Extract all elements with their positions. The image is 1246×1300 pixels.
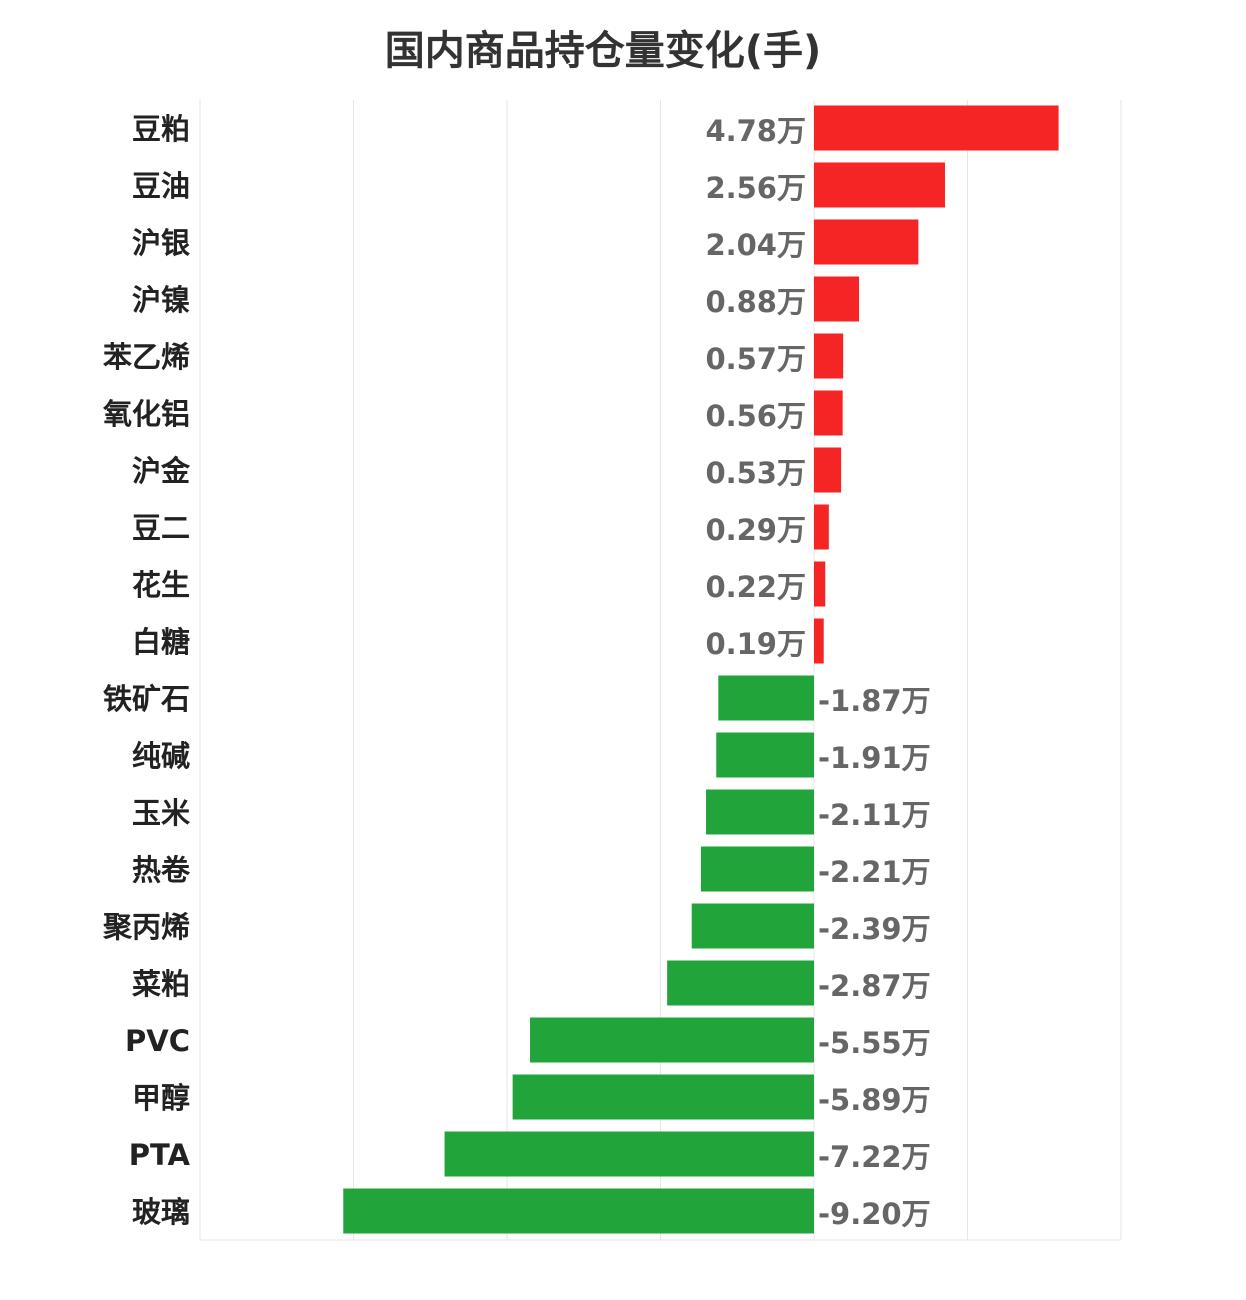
category-label: 甲醇: [132, 1081, 190, 1115]
bar: [814, 105, 1059, 151]
bar: [814, 219, 919, 265]
bar: [814, 504, 829, 550]
data-label: 0.57万: [705, 342, 806, 376]
bar: [814, 447, 842, 493]
data-label: -2.11万: [818, 798, 931, 832]
category-label: 聚丙烯: [102, 910, 190, 944]
bar: [814, 276, 860, 322]
data-label: -5.55万: [818, 1026, 931, 1060]
bar: [700, 846, 814, 892]
data-label: 0.53万: [705, 456, 806, 490]
grid-layer: [199, 100, 1122, 1241]
category-label: 玻璃: [132, 1195, 190, 1229]
bar-layer: [343, 105, 1059, 1234]
data-label: -1.91万: [818, 741, 931, 775]
chart-title: 国内商品持仓量变化(手): [384, 28, 822, 74]
category-label: 沪镍: [132, 283, 190, 317]
bar: [814, 618, 824, 664]
data-label: 4.78万: [705, 114, 806, 148]
category-label: 豆粕: [132, 112, 190, 146]
bar: [814, 561, 826, 607]
data-label: -7.22万: [818, 1140, 931, 1174]
bar: [814, 390, 843, 436]
category-label: 菜粕: [132, 967, 190, 1001]
bar: [814, 333, 844, 379]
category-label: 沪金: [132, 454, 191, 488]
bar: [718, 675, 814, 721]
data-label: -2.87万: [818, 969, 931, 1003]
category-label: 苯乙烯: [103, 340, 190, 374]
bar: [444, 1131, 814, 1177]
category-label: 白糖: [132, 625, 190, 659]
bar: [530, 1017, 814, 1063]
category-label: 纯碱: [132, 739, 190, 773]
data-label: -1.87万: [818, 684, 931, 718]
category-label: 沪银: [132, 226, 190, 260]
data-label: -2.39万: [818, 912, 931, 946]
category-label: 玉米: [132, 796, 190, 830]
category-label: PTA: [129, 1138, 191, 1172]
data-label: -5.89万: [818, 1083, 931, 1117]
category-label: 豆二: [132, 511, 190, 545]
category-label: 花生: [132, 568, 190, 602]
category-label: PVC: [125, 1024, 190, 1058]
data-label: 0.56万: [705, 399, 806, 433]
bar: [716, 732, 814, 778]
data-label: -2.21万: [818, 855, 931, 889]
category-label: 铁矿石: [103, 682, 190, 716]
category-label: 氧化铝: [102, 397, 190, 431]
data-label: 0.22万: [705, 570, 806, 604]
bar: [706, 789, 814, 835]
data-label: 2.04万: [705, 228, 806, 262]
bar: [814, 162, 945, 208]
bar: [343, 1188, 814, 1234]
data-label: 0.88万: [705, 285, 806, 319]
data-label: 0.29万: [705, 513, 806, 547]
bar: [512, 1074, 814, 1120]
bar: [667, 960, 814, 1006]
category-label: 豆油: [132, 169, 190, 203]
data-label: 0.19万: [705, 627, 806, 661]
data-label: -9.20万: [818, 1197, 931, 1231]
category-label: 热卷: [132, 853, 191, 887]
bar: [691, 903, 814, 949]
data-label: 2.56万: [705, 171, 806, 205]
